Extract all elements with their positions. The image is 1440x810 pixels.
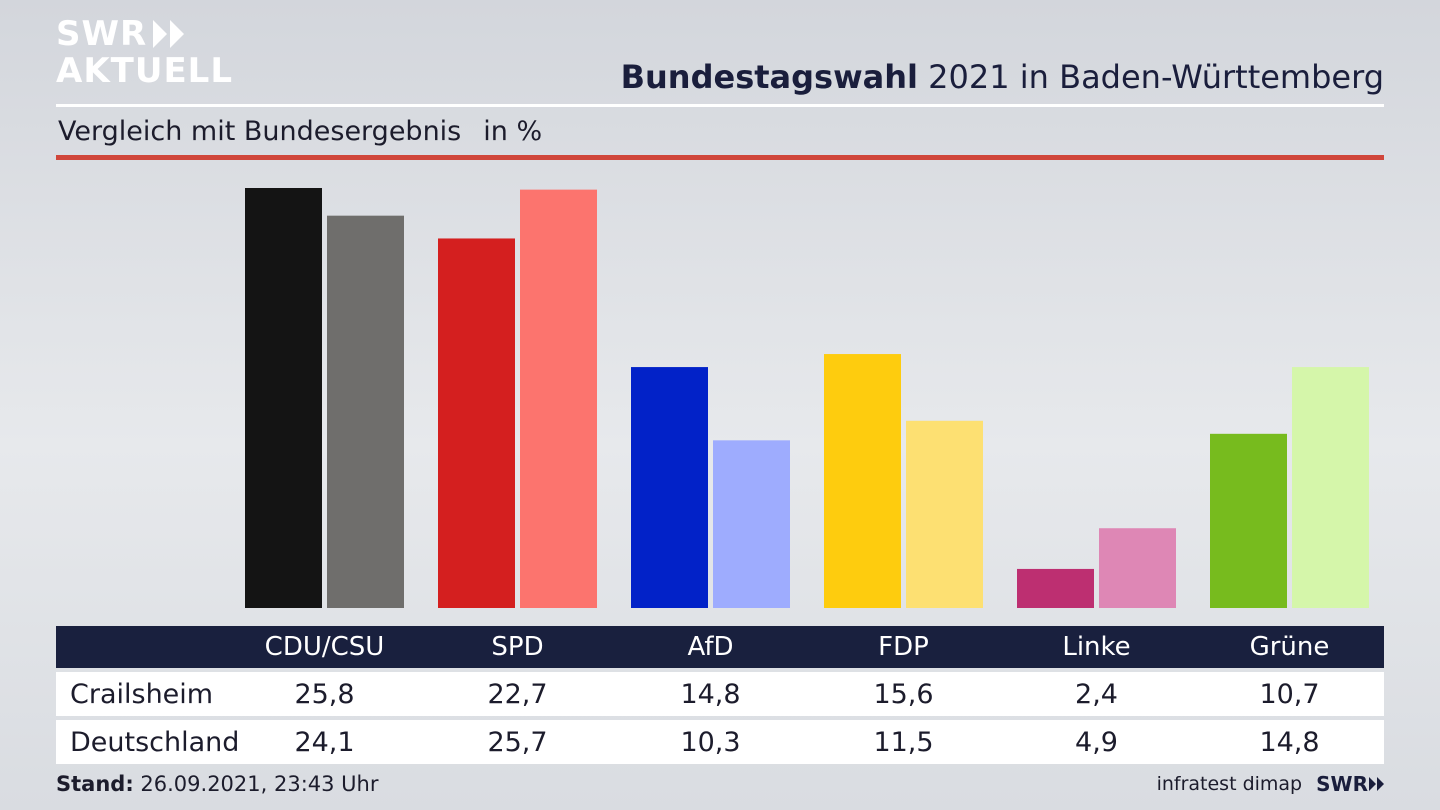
accent-divider <box>56 155 1384 160</box>
stand-value: 26.09.2021, 23:43 Uhr <box>133 772 379 796</box>
value-cell: 4,9 <box>1075 726 1118 758</box>
chevron-right-icon <box>1377 777 1384 791</box>
bar-cdu-csu-deutschland <box>327 215 404 608</box>
value-cell: 25,7 <box>487 726 548 758</box>
table-row: Deutschland 24,1 25,7 10,3 11,5 4,9 14,8 <box>56 720 1384 764</box>
category-label: Linke <box>1062 632 1131 662</box>
bar-spd-crailsheim <box>438 238 515 608</box>
bar-fdp-deutschland <box>906 420 983 608</box>
category-label: FDP <box>878 632 929 662</box>
category-label: AfD <box>687 632 734 662</box>
logo-line-1: SWR <box>56 14 148 54</box>
row-label-deutschland: Deutschland <box>70 726 240 758</box>
brand-text: SWR <box>1316 772 1368 796</box>
chevron-right-icon <box>153 20 168 48</box>
table-header-row: CDU/CSU SPD AfD FDP Linke Grüne <box>56 626 1384 668</box>
value-cell: 14,8 <box>680 678 741 710</box>
bar-spd-deutschland <box>520 189 597 608</box>
bar-linke-crailsheim <box>1017 568 1094 608</box>
category-label: Grüne <box>1249 632 1330 662</box>
value-cell: 14,8 <box>1259 726 1320 758</box>
page-title: Bundestagswahl 2021 in Baden-Württemberg <box>621 58 1384 96</box>
logo-line-2: AKTUELL <box>56 51 234 91</box>
value-cell: 15,6 <box>873 678 934 710</box>
bar-grüne-crailsheim <box>1210 433 1287 608</box>
value-cell: 25,8 <box>294 678 355 710</box>
stand-label: Stand: <box>56 772 134 796</box>
bar-chart <box>245 188 1369 608</box>
results-table: CDU/CSU SPD AfD FDP Linke Grüne Crailsheim 25,… <box>56 626 1384 764</box>
source-text: infratest dimap <box>1156 773 1303 795</box>
value-cell: 10,3 <box>680 726 741 758</box>
title-rest: 2021 in Baden-Württemberg <box>917 58 1384 96</box>
bar-afd-deutschland <box>713 440 790 608</box>
header-divider <box>56 104 1384 107</box>
subtitle-unit: in % <box>483 116 543 147</box>
bar-fdp-crailsheim <box>824 354 901 608</box>
value-cell: 11,5 <box>873 726 934 758</box>
title-bold: Bundestagswahl <box>620 58 918 96</box>
bar-afd-crailsheim <box>631 367 708 608</box>
swr-brand: SWR <box>1316 772 1384 796</box>
chevron-right-icon <box>1369 777 1376 791</box>
swr-aktuell-logo: SWR AKTUELL <box>56 16 233 90</box>
value-cell: 10,7 <box>1259 678 1320 710</box>
timestamp: Stand: 26.09.2021, 23:43 Uhr <box>56 772 379 796</box>
subtitle-text: Vergleich mit Bundesergebnis <box>58 116 462 147</box>
row-label-crailsheim: Crailsheim <box>70 678 214 710</box>
category-label: CDU/CSU <box>264 632 385 662</box>
chart-subtitle: Vergleich mit Bundesergebnis in % <box>58 116 542 147</box>
bar-cdu-csu-crailsheim <box>245 188 322 608</box>
category-label: SPD <box>491 632 544 662</box>
value-cell: 2,4 <box>1075 678 1118 710</box>
bar-linke-deutschland <box>1099 528 1176 608</box>
bar-grüne-deutschland <box>1292 367 1369 608</box>
table-row: Crailsheim 25,8 22,7 14,8 15,6 2,4 10,7 <box>56 672 1384 716</box>
value-cell: 24,1 <box>294 726 355 758</box>
source-credit: infratest dimap SWR <box>1157 772 1384 796</box>
value-cell: 22,7 <box>487 678 548 710</box>
chevron-right-icon <box>170 20 185 48</box>
